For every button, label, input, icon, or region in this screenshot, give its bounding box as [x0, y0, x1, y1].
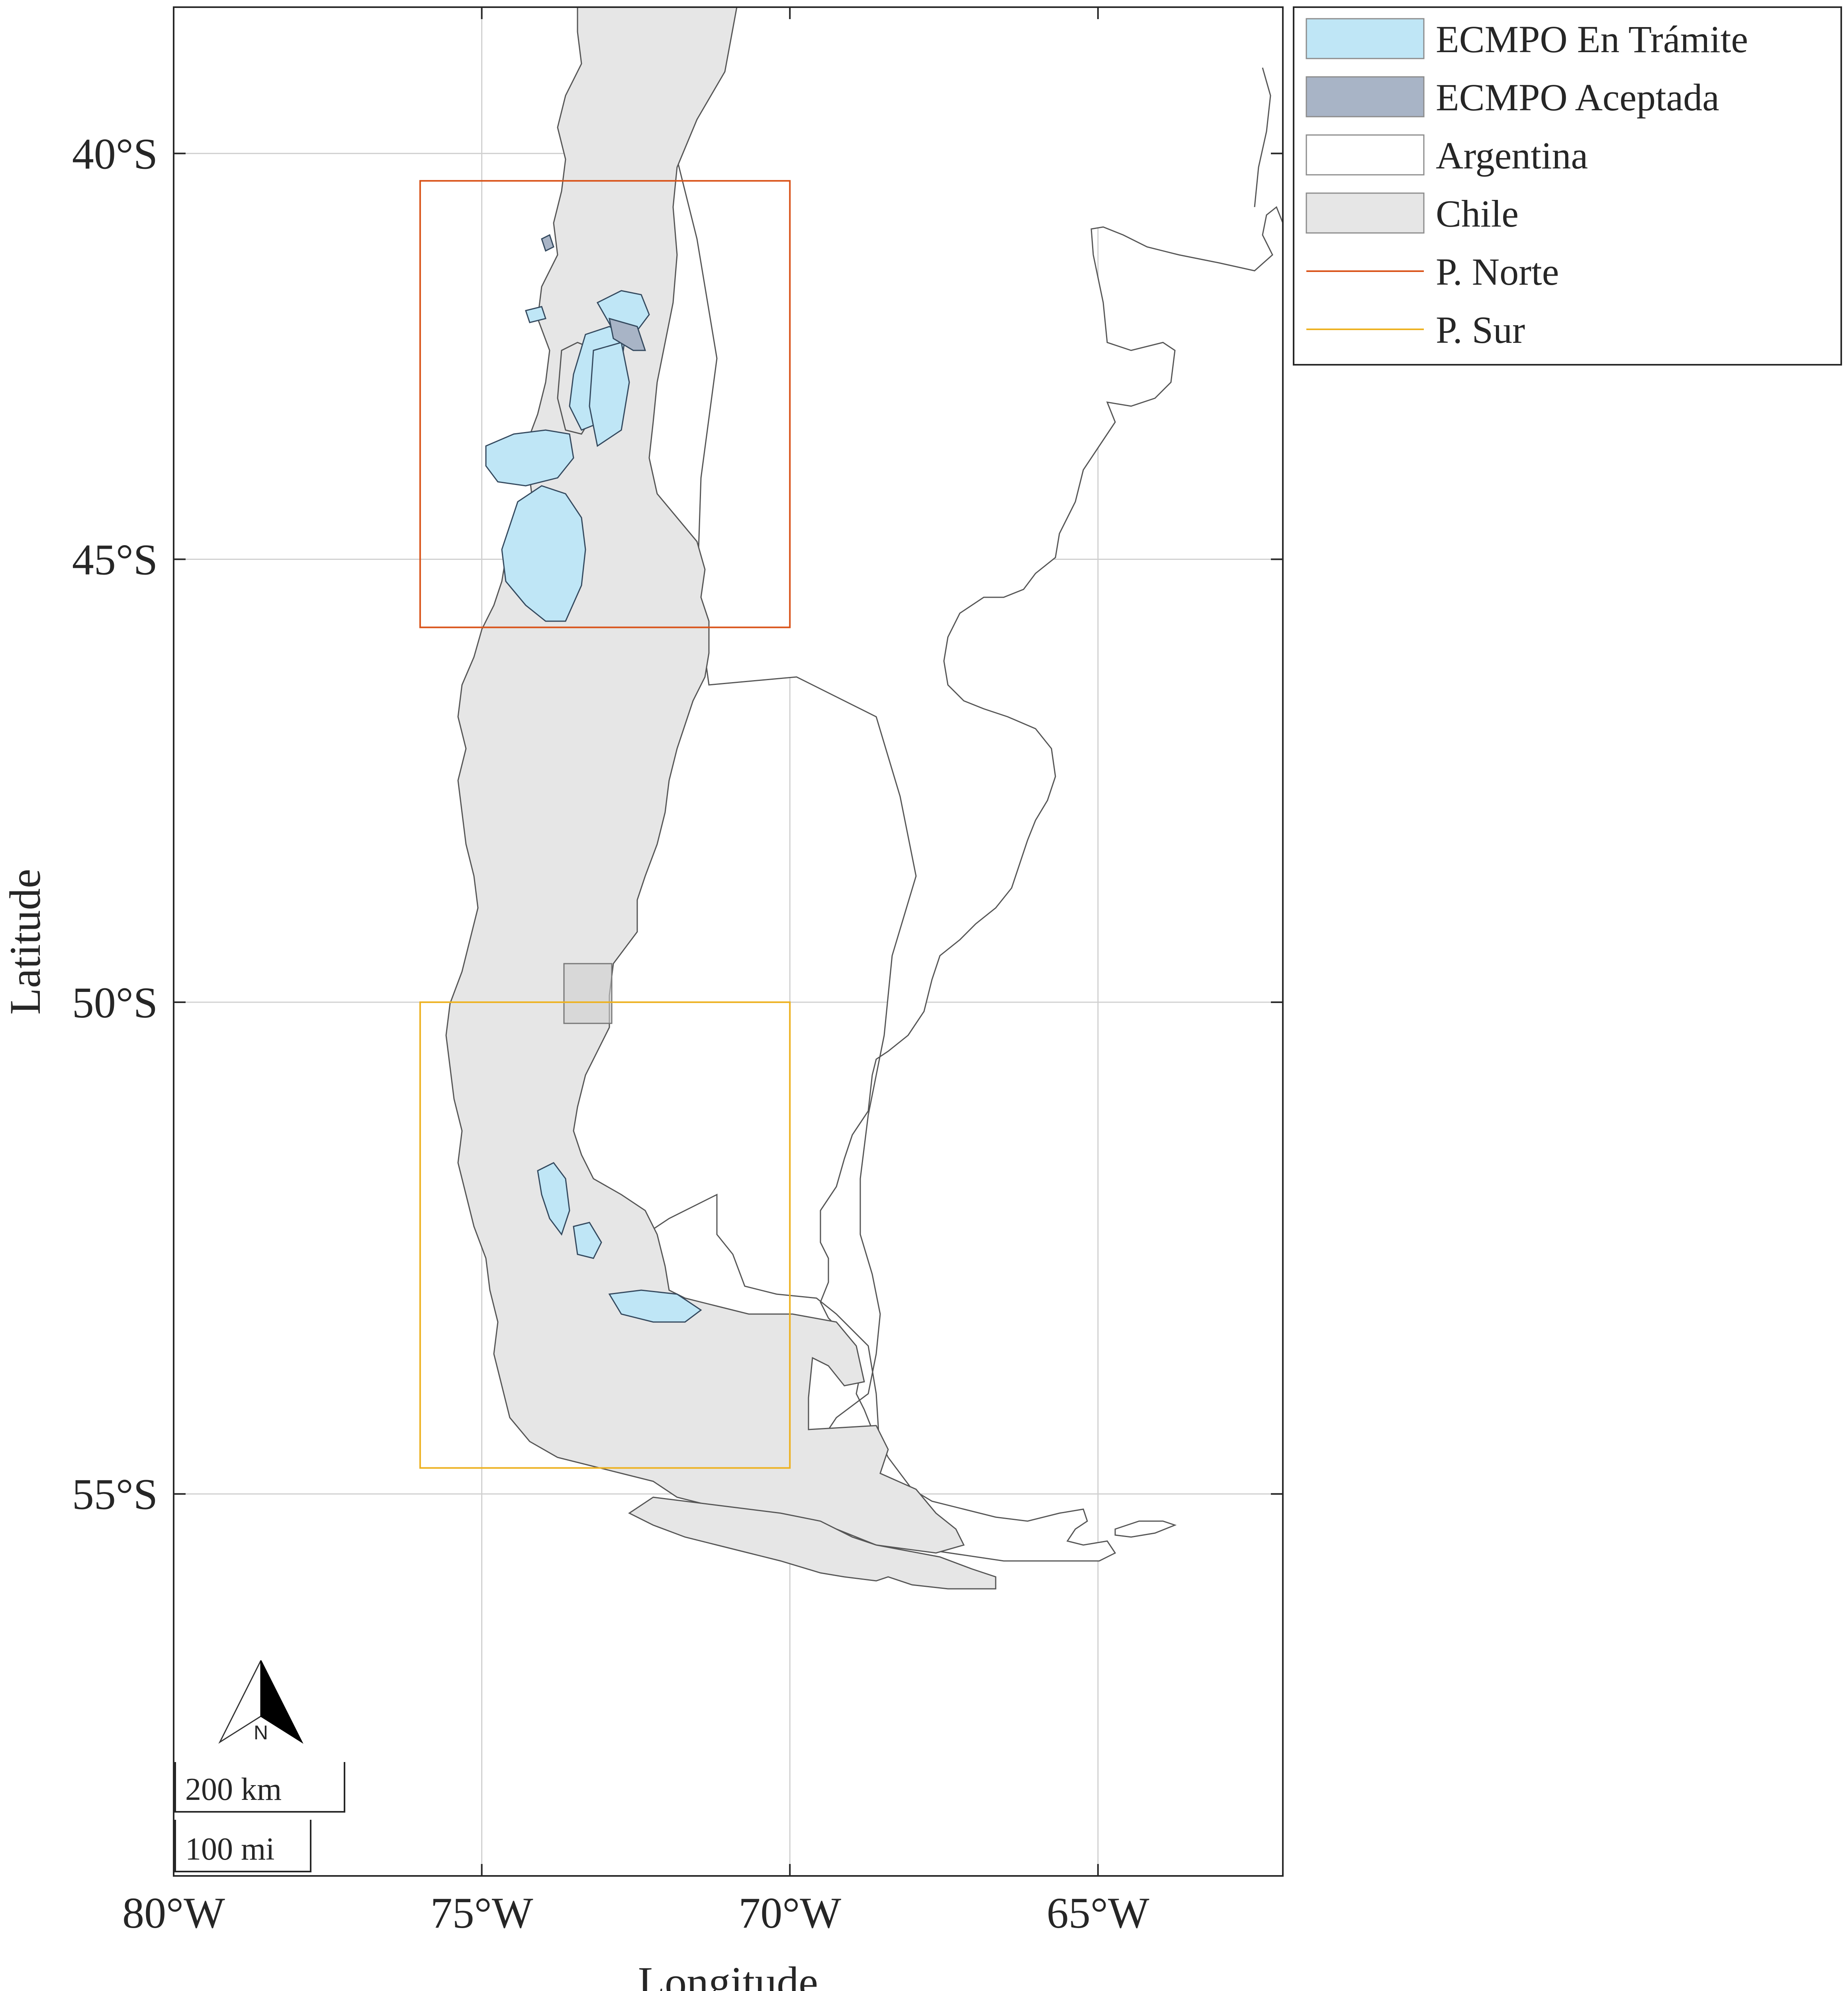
scale-label-km: 200 km [185, 1772, 282, 1807]
ecmpo-tramite-guaitecas [501, 485, 586, 622]
scale-bar-km [174, 1762, 345, 1813]
ecmpo-aceptada-2 [541, 234, 554, 252]
legend-label-0: ECMPO En Trámite [1436, 18, 1748, 61]
legend-swatch-0 [1306, 18, 1425, 59]
y-axis-label: Latitude [1, 869, 49, 1015]
ecmpo-en-tramite-areas [485, 290, 702, 1323]
legend-label-3: Chile [1436, 192, 1519, 235]
north-arrow-label: N [254, 1721, 268, 1744]
legend-label-4: P. Norte [1436, 250, 1559, 293]
ecmpo-aceptada-1 [609, 317, 646, 351]
ecmpo-tramite-south-1 [537, 1162, 570, 1236]
axis-ticks: 80°W 75°W 70°W 65°W 40°S 45°S 50°S 55°S [72, 7, 1283, 1937]
x-tick-label-0: 80°W [122, 1889, 225, 1937]
legend-swatch-1 [1306, 76, 1425, 117]
tierra-del-fuego [628, 1496, 996, 1590]
argentine-coast-north [1254, 67, 1271, 207]
legend-frame [1293, 6, 1842, 366]
y-tick-label-2: 50°S [72, 978, 158, 1027]
legend-label-1: ECMPO Aceptada [1436, 76, 1719, 119]
ecmpo-tramite-small-1 [525, 306, 546, 323]
ecmpo-tramite-west [485, 429, 574, 487]
x-tick-label-3: 65°W [1047, 1889, 1149, 1937]
x-tick-label-2: 70°W [738, 1889, 841, 1937]
falkland-islands [1114, 1520, 1177, 1538]
plot-frame [173, 6, 1284, 1877]
highlight-box [563, 963, 613, 1024]
region-box-1 [419, 1001, 791, 1469]
region-box-0 [419, 180, 791, 628]
ecmpo-aceptada-areas [541, 234, 646, 351]
scale-label-mi: 100 mi [185, 1832, 274, 1867]
scale-bar-mi [174, 1820, 311, 1872]
scale-bar: 200 km 100 mi [174, 1762, 345, 1872]
y-tick-label-0: 40°S [72, 129, 158, 178]
legend-swatch-3 [1306, 192, 1425, 234]
legend-swatch-2 [1306, 134, 1425, 176]
ecmpo-tramite-south-3 [608, 1289, 702, 1323]
y-tick-label-3: 55°S [72, 1470, 158, 1519]
y-tick-label-1: 45°S [72, 535, 158, 584]
x-axis-label: Longitude [638, 1958, 818, 1991]
region-boxes [419, 180, 791, 1469]
x-tick-label-1: 75°W [431, 1889, 533, 1937]
legend-label-5: P. Sur [1436, 309, 1525, 351]
legend: ECMPO En Trámite ECMPO Aceptada Argentina C… [1293, 6, 1842, 366]
north-arrow-dark-half [260, 1660, 303, 1744]
legend-label-2: Argentina [1436, 134, 1588, 177]
ecmpo-tramite-south-2 [573, 1222, 602, 1259]
north-arrow: N [218, 1660, 303, 1744]
